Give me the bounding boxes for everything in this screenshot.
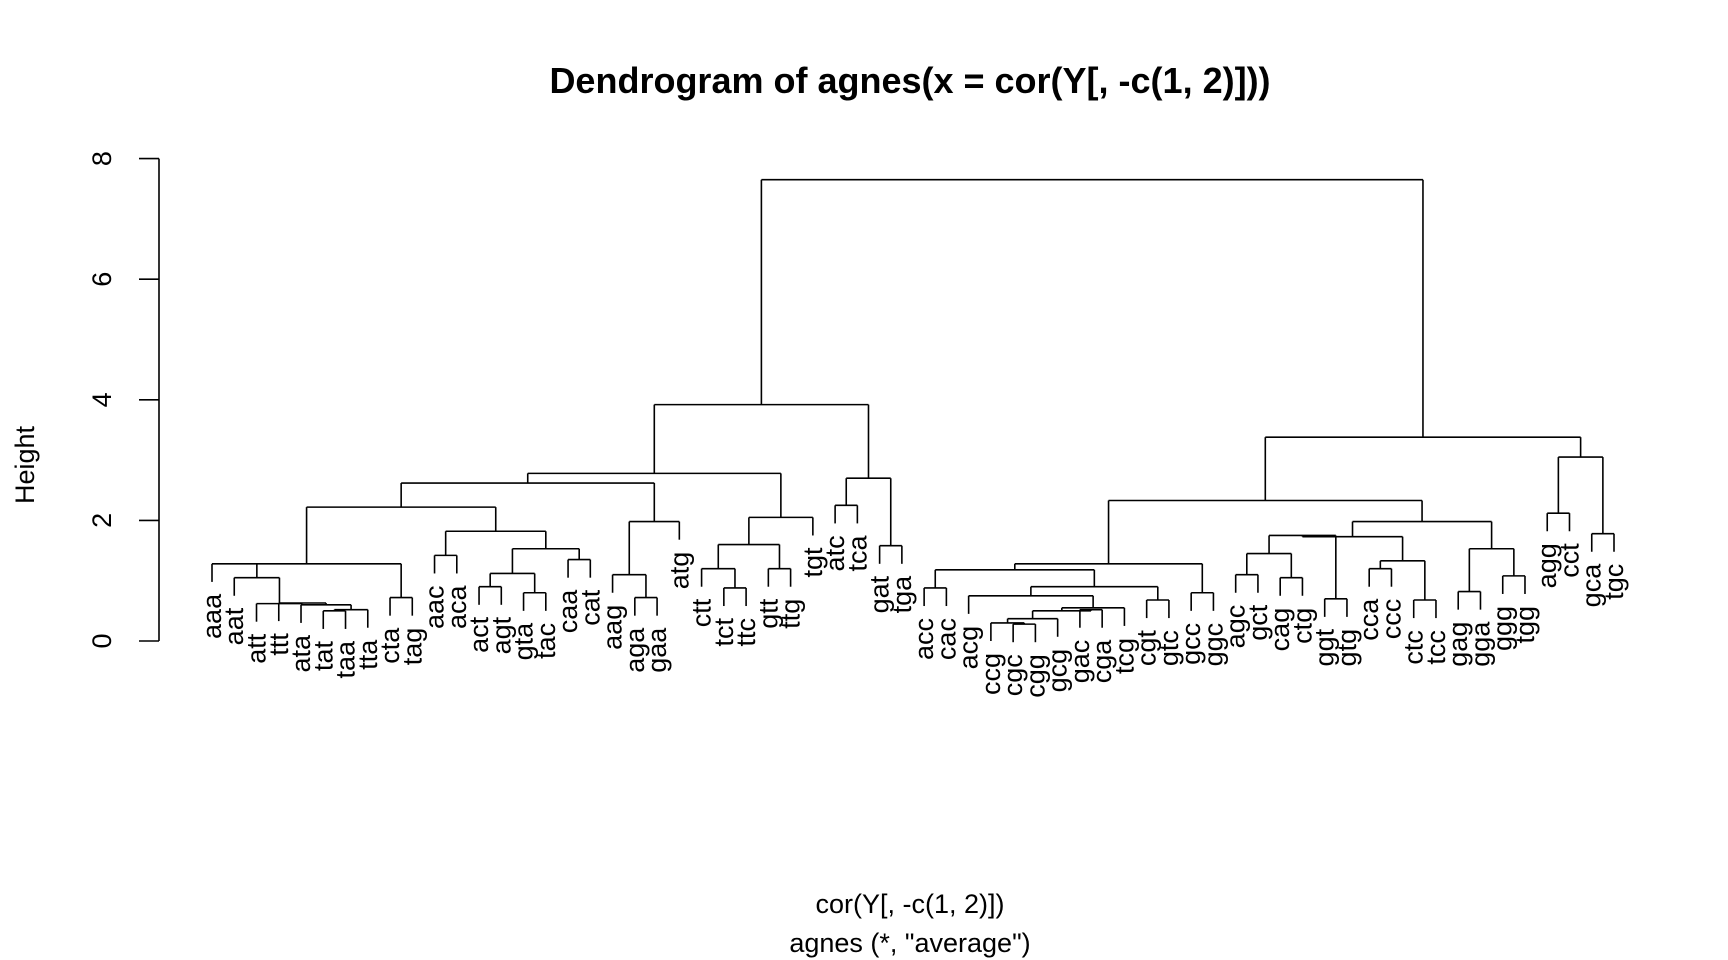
leaf-labels: aaaaatatttttatatattaattactatagaacacaacta… bbox=[197, 534, 1629, 697]
leaf-label: taa bbox=[331, 640, 361, 679]
leaf-label: tgg bbox=[1510, 606, 1540, 644]
leaf-label: ttg bbox=[776, 599, 806, 629]
leaf-label: aat bbox=[219, 607, 249, 645]
leaf-label: aaa bbox=[197, 593, 227, 639]
leaf-label: cag bbox=[1265, 608, 1295, 652]
leaf-label: gaa bbox=[642, 627, 672, 673]
y-tick-label: 8 bbox=[87, 151, 117, 166]
leaf-label: ccg bbox=[976, 653, 1006, 695]
x-axis-label: cor(Y[, -c(1, 2)]) bbox=[815, 889, 1004, 919]
leaf-label: cgg bbox=[1020, 654, 1050, 698]
leaf-label: atc bbox=[820, 535, 850, 571]
y-axis: 0 2 4 6 8 bbox=[87, 151, 160, 649]
leaf-label: aga bbox=[620, 627, 650, 673]
leaf-label: agc bbox=[1221, 605, 1251, 649]
leaf-label: ctt bbox=[687, 598, 717, 627]
leaf-label: gcg bbox=[1043, 649, 1073, 693]
leaf-label: aac bbox=[420, 585, 450, 629]
leaf-label: cca bbox=[1354, 598, 1384, 641]
leaf-label: tcg bbox=[1109, 638, 1139, 674]
leaf-label: gtc bbox=[1154, 630, 1184, 666]
leaf-label: gtg bbox=[1332, 629, 1362, 667]
leaf-label: caa bbox=[553, 589, 583, 634]
leaf-label: ctc bbox=[1399, 630, 1429, 665]
leaf-label: agt bbox=[486, 616, 516, 654]
leaf-label: gta bbox=[509, 622, 539, 661]
leaf-label: acc bbox=[909, 618, 939, 660]
leaf-label: cat bbox=[575, 589, 605, 626]
leaf-label: tag bbox=[397, 628, 427, 666]
leaf-label: tcc bbox=[1421, 630, 1451, 665]
leaf-label: ttt bbox=[264, 633, 294, 656]
leaf-label: cgt bbox=[1132, 630, 1162, 667]
leaf-label: gga bbox=[1465, 621, 1495, 667]
leaf-label: gag bbox=[1443, 622, 1473, 667]
leaf-label: atg bbox=[664, 552, 694, 590]
leaf-label: tca bbox=[842, 534, 872, 571]
leaf-label: tta bbox=[353, 639, 383, 670]
leaf-label: gca bbox=[1577, 563, 1607, 608]
leaf-label: att bbox=[242, 633, 272, 664]
chart-title: Dendrogram of agnes(x = cor(Y[, -c(1, 2)… bbox=[549, 60, 1270, 101]
leaf-label: tat bbox=[308, 640, 338, 671]
leaf-label: tgc bbox=[1599, 564, 1629, 600]
leaf-label: aca bbox=[442, 584, 472, 629]
y-tick-label: 6 bbox=[87, 272, 117, 287]
leaf-label: ggt bbox=[1310, 628, 1340, 666]
leaf-label: cct bbox=[1554, 543, 1584, 578]
leaf-label: act bbox=[464, 616, 494, 653]
leaf-label: tga bbox=[887, 575, 917, 614]
dendrogram-tree bbox=[211, 178, 1615, 643]
leaf-label: tgt bbox=[798, 547, 828, 578]
leaf-label: aag bbox=[598, 605, 628, 650]
leaf-label: gct bbox=[1243, 604, 1273, 641]
leaf-label: ttc bbox=[731, 618, 761, 647]
y-axis-label: Height bbox=[10, 425, 40, 504]
leaf-label: cac bbox=[931, 618, 961, 660]
method-sublabel: agnes (*, "average") bbox=[789, 928, 1030, 958]
leaf-label: cga bbox=[1087, 639, 1117, 684]
leaf-label: ggg bbox=[1488, 606, 1518, 651]
leaf-label: cta bbox=[375, 627, 405, 664]
leaf-label: gtt bbox=[753, 598, 783, 629]
leaf-label: gac bbox=[1065, 640, 1095, 684]
y-tick-label: 4 bbox=[87, 392, 117, 407]
y-tick-label: 0 bbox=[87, 633, 117, 648]
leaf-label: tac bbox=[531, 623, 561, 659]
leaf-label: acg bbox=[954, 626, 984, 670]
leaf-label: ggc bbox=[1198, 623, 1228, 667]
leaf-label: cgc bbox=[998, 654, 1028, 696]
leaf-label: ctg bbox=[1287, 608, 1317, 644]
leaf-label: tct bbox=[709, 618, 739, 647]
leaf-label: gcc bbox=[1176, 623, 1206, 665]
leaf-label: agg bbox=[1532, 543, 1562, 588]
leaf-label: gat bbox=[865, 575, 895, 613]
leaf-label: ccc bbox=[1376, 599, 1406, 640]
leaf-label: ata bbox=[286, 634, 316, 673]
y-tick-label: 2 bbox=[87, 513, 117, 528]
